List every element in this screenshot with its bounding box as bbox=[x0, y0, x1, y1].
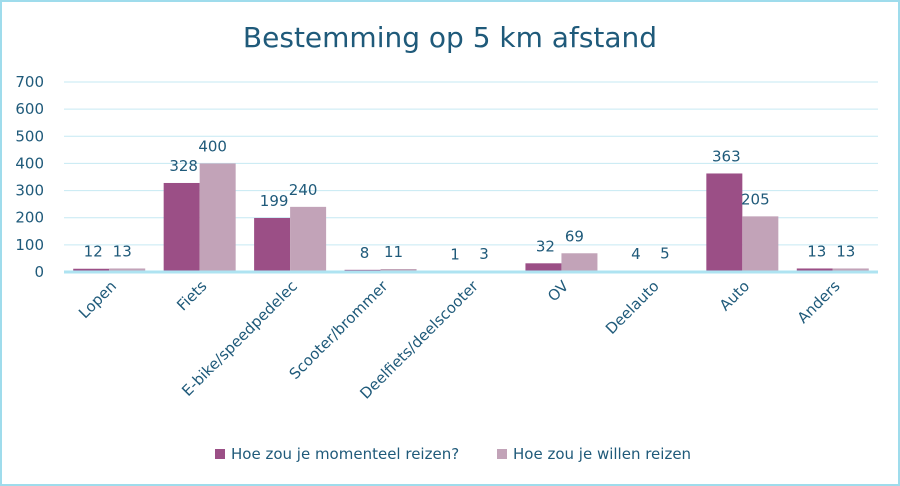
legend-label-series-2: Hoe zou je willen reizen bbox=[513, 445, 691, 463]
data-label: 363 bbox=[712, 147, 741, 165]
data-label: 3 bbox=[479, 245, 489, 263]
data-label: 5 bbox=[660, 245, 670, 263]
bar bbox=[796, 268, 833, 272]
y-tick-label: 200 bbox=[15, 209, 44, 227]
y-tick-label: 700 bbox=[15, 73, 44, 91]
data-label: 1 bbox=[450, 246, 460, 264]
data-label: 13 bbox=[836, 242, 855, 260]
bar bbox=[290, 206, 327, 272]
legend-swatch-series-2 bbox=[497, 449, 507, 459]
chart-title: Bestemming op 5 km afstand bbox=[243, 21, 657, 54]
bar bbox=[832, 268, 869, 272]
data-label: 11 bbox=[384, 243, 403, 261]
y-tick-label: 600 bbox=[15, 100, 44, 118]
data-label: 13 bbox=[807, 242, 826, 260]
bar bbox=[199, 163, 236, 272]
data-label: 69 bbox=[565, 227, 584, 245]
legend-label-series-1: Hoe zou je momenteel reizen? bbox=[231, 445, 459, 463]
bar bbox=[525, 263, 562, 272]
legend-swatch-series-1 bbox=[215, 449, 225, 459]
data-label: 4 bbox=[631, 245, 641, 263]
bar bbox=[73, 268, 110, 272]
y-tick-label: 300 bbox=[15, 182, 44, 200]
data-label: 240 bbox=[289, 181, 318, 199]
data-label: 328 bbox=[169, 157, 198, 175]
data-label: 199 bbox=[260, 192, 289, 210]
bar bbox=[109, 268, 146, 272]
bar bbox=[706, 173, 743, 272]
y-tick-label: 100 bbox=[15, 236, 44, 254]
data-label: 205 bbox=[741, 190, 770, 208]
data-label: 12 bbox=[84, 243, 103, 261]
data-label: 13 bbox=[113, 242, 132, 260]
data-label: 32 bbox=[536, 237, 555, 255]
data-label: 400 bbox=[198, 137, 227, 155]
y-tick-label: 400 bbox=[15, 154, 44, 172]
y-tick-label: 0 bbox=[34, 263, 44, 281]
legend: Hoe zou je momenteel reizen? Hoe zou je … bbox=[215, 445, 691, 463]
bar bbox=[163, 182, 200, 272]
bar bbox=[561, 253, 598, 272]
data-label: 8 bbox=[360, 244, 370, 262]
bar bbox=[254, 217, 291, 272]
bars bbox=[73, 163, 869, 272]
y-axis-ticks: 0 100 200 300 400 500 600 700 bbox=[15, 73, 44, 281]
bar bbox=[742, 216, 779, 272]
y-tick-label: 500 bbox=[15, 127, 44, 145]
